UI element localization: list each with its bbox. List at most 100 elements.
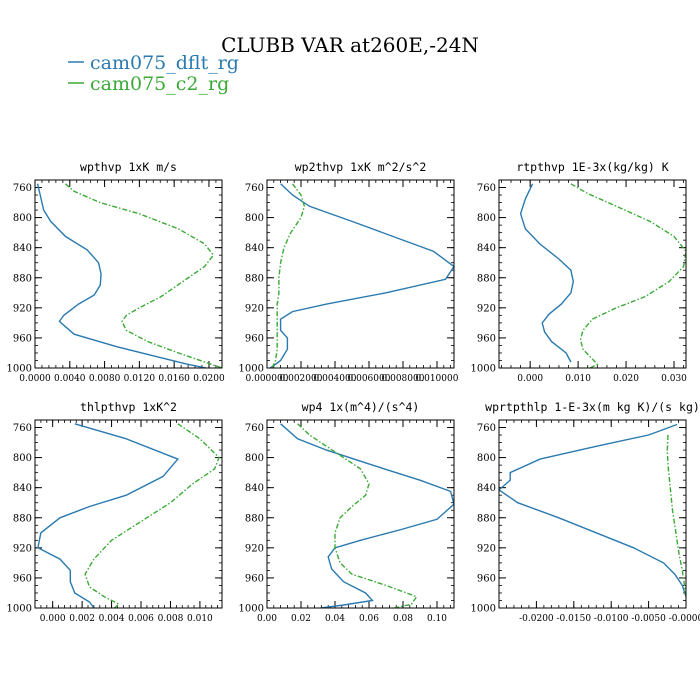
y-tick-label: 840	[245, 483, 264, 494]
x-tick-label: 0.004	[99, 614, 125, 624]
y-tick-label: 880	[13, 513, 32, 524]
y-tick-label: 800	[13, 213, 32, 224]
y-tick-label: 960	[245, 333, 264, 344]
plot-frame	[266, 179, 455, 369]
series-line-c2	[84, 423, 220, 608]
series-line-c2	[297, 423, 418, 608]
x-tick-label: 0.0120	[124, 374, 156, 384]
panel-title: thlpthvp 1xK^2	[80, 400, 177, 414]
panels: wpthvp 1xK m/s76080084088092096010000.00…	[7, 160, 700, 624]
figure-title: CLUBB VAR at260E,-24N	[221, 33, 479, 57]
y-tick-label: 800	[477, 453, 496, 464]
x-tick-label: 0.020	[613, 374, 639, 384]
panel-1: wpthvp 1xK m/s76080084088092096010000.00…	[7, 160, 225, 384]
y-tick-label: 960	[245, 573, 264, 584]
x-tick-label: -0.0150	[557, 614, 592, 624]
series-line-dflt	[519, 183, 575, 363]
y-tick-label: 880	[245, 273, 264, 284]
y-tick-label: 1000	[471, 364, 496, 375]
series-line-c2	[666, 434, 686, 597]
panel-4: thlpthvp 1xK^2 760 800 840 880 920 960 1000 0.00…	[7, 400, 223, 624]
series-line-dflt	[499, 423, 686, 597]
y-tick-label: 800	[477, 213, 496, 224]
y-tick-label: 1000	[7, 364, 32, 375]
x-tick-label: 0.0080	[89, 374, 121, 384]
panel-title: rtpthvp 1E-3x(kg/kg) K	[516, 160, 668, 174]
series-line-c2	[64, 183, 222, 368]
y-tick-label: 800	[245, 213, 264, 224]
y-tick-label: 920	[13, 303, 32, 314]
x-tick-label: 0.008000	[382, 374, 425, 384]
y-tick-label: 840	[477, 243, 496, 254]
series-line-dflt	[280, 423, 454, 608]
x-tick-label: 0.010	[565, 374, 591, 384]
y-tick-label: 880	[13, 273, 32, 284]
y-tick-label: 920	[245, 303, 264, 314]
y-tick-label: 920	[477, 543, 496, 554]
y-tick-label: 760	[477, 183, 496, 194]
panel-2: wp2thvp 1xK m^2/s^2 760 800 840 880 920 960 100…	[239, 160, 459, 384]
x-tick-label: 0.0000	[19, 374, 51, 384]
legend: cam075_dflt_rg cam075_c2_rg	[68, 52, 239, 95]
x-tick-label: -0.0200	[519, 614, 554, 624]
x-tick-label: -0.0000	[669, 614, 700, 624]
panel-title: wprtpthlp 1-E-3x(m kg K)/(s kg)	[485, 400, 700, 414]
y-tick-label: 1000	[239, 604, 264, 615]
x-tick-label: 0.010000	[416, 374, 459, 384]
x-tick-label: 0.000000	[246, 374, 289, 384]
panel-3: rtpthvp 1E-3x(kg/kg) K 760 800 840 880 920 960…	[471, 160, 688, 384]
x-tick-label: 0.0200	[193, 374, 225, 384]
plot-frame	[34, 419, 223, 609]
x-tick-label: 0.04	[325, 614, 345, 624]
y-tick-label: 760	[13, 183, 32, 194]
y-tick-label: 920	[477, 303, 496, 314]
x-tick-label: -0.0100	[594, 614, 629, 624]
panel-title: wp2thvp 1xK m^2/s^2	[295, 160, 427, 174]
plot-frame	[498, 179, 687, 369]
plot-frame	[34, 179, 223, 369]
x-tick-label: 0.006000	[348, 374, 391, 384]
y-tick-label: 800	[245, 453, 264, 464]
y-tick-label: 960	[13, 573, 32, 584]
y-tick-label: 1000	[471, 604, 496, 615]
x-tick-label: 0.0160	[158, 374, 190, 384]
legend-label-c2: cam075_c2_rg	[90, 73, 229, 95]
series-line-c2	[271, 183, 306, 368]
y-tick-label: 960	[13, 333, 32, 344]
y-tick-label: 760	[477, 423, 496, 434]
x-tick-label: 0.002	[69, 614, 95, 624]
y-tick-label: 1000	[239, 364, 264, 375]
y-tick-label: 800	[13, 453, 32, 464]
series-line-dflt	[37, 423, 179, 608]
panel-title: wp4 1x(m^4)/(s^4)	[302, 400, 420, 414]
x-tick-label: -0.0050	[631, 614, 666, 624]
panel-6: wprtpthlp 1-E-3x(m kg K)/(s kg) 760 800 840…	[471, 400, 700, 624]
panel-5: wp4 1x(m^4)/(s^4)76080084088092096010000…	[239, 400, 455, 624]
y-tick-label: 840	[13, 483, 32, 494]
y-tick-label: 920	[13, 543, 32, 554]
x-tick-label: 0.006	[128, 614, 154, 624]
x-tick-label: 0.008	[158, 614, 184, 624]
y-tick-label: 880	[477, 513, 496, 524]
y-tick-label: 1000	[7, 604, 32, 615]
series-line-dflt	[269, 183, 454, 368]
y-tick-label: 960	[477, 333, 496, 344]
panel-title: wpthvp 1xK m/s	[80, 160, 177, 174]
y-tick-label: 920	[245, 543, 264, 554]
x-tick-label: 0.002000	[280, 374, 323, 384]
x-tick-label: 0.000	[517, 374, 543, 384]
x-tick-label: 0.030	[661, 374, 687, 384]
y-tick-label: 840	[477, 483, 496, 494]
x-tick-label: 0.06	[359, 614, 379, 624]
x-tick-label: 0.0040	[54, 374, 86, 384]
y-tick-label: 960	[477, 573, 496, 584]
plot-frame	[266, 419, 455, 609]
x-tick-label: 0.10	[427, 614, 447, 624]
x-tick-label: 0.010	[187, 614, 213, 624]
plot-frame	[498, 419, 687, 609]
y-tick-label: 760	[245, 183, 264, 194]
y-tick-label: 880	[477, 273, 496, 284]
y-tick-label: 840	[245, 243, 264, 254]
x-tick-label: 0.000	[40, 614, 66, 624]
